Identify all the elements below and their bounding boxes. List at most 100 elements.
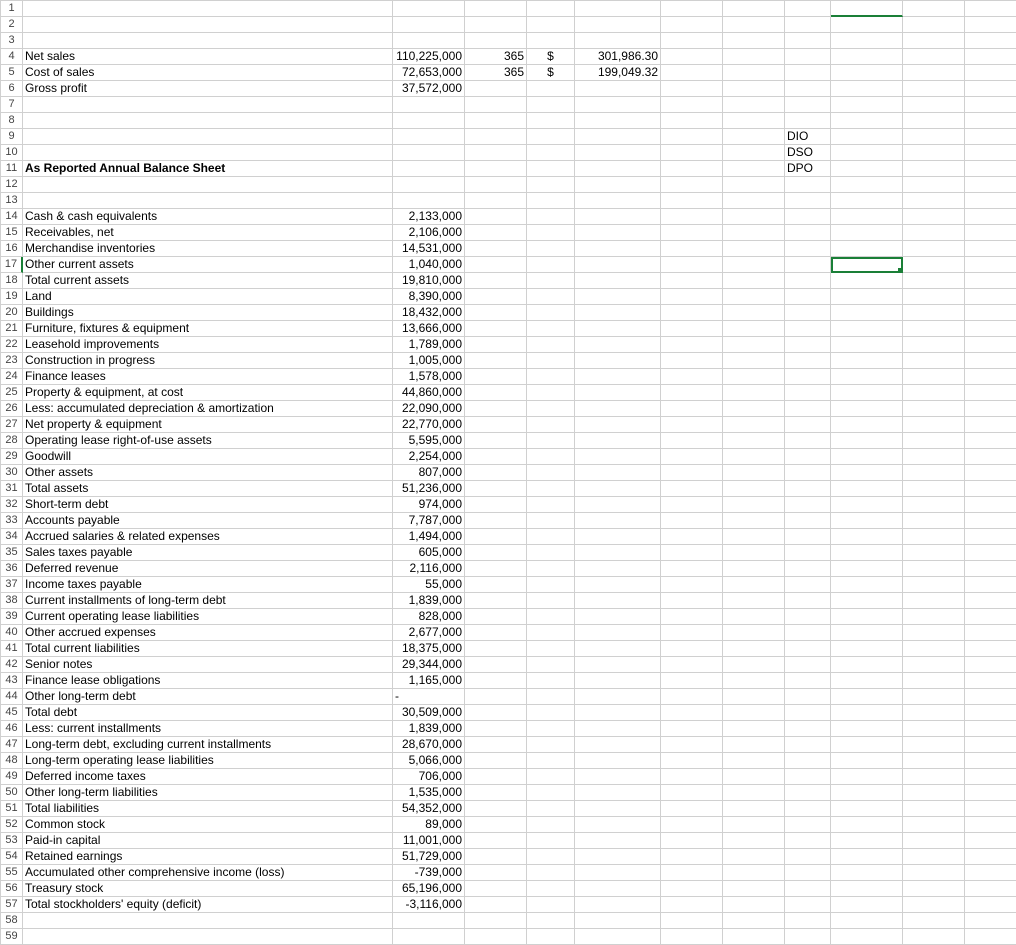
- cell-K59[interactable]: [965, 929, 1016, 945]
- cell-H27[interactable]: [785, 417, 831, 433]
- cell-G15[interactable]: [723, 225, 785, 241]
- cell-G25[interactable]: [723, 385, 785, 401]
- cell-B1[interactable]: [393, 1, 465, 17]
- cell-A4[interactable]: Net sales: [23, 49, 393, 65]
- cell-J10[interactable]: [903, 145, 965, 161]
- cell-H16[interactable]: [785, 241, 831, 257]
- cell-G57[interactable]: [723, 897, 785, 913]
- cell-C49[interactable]: [465, 769, 527, 785]
- cell-C30[interactable]: [465, 465, 527, 481]
- cell-A6[interactable]: Gross profit: [23, 81, 393, 97]
- cell-E23[interactable]: [575, 353, 661, 369]
- cell-E57[interactable]: [575, 897, 661, 913]
- row-header[interactable]: 11: [1, 161, 23, 177]
- cell-B6[interactable]: 37,572,000: [393, 81, 465, 97]
- cell-B23[interactable]: 1,005,000: [393, 353, 465, 369]
- cell-B56[interactable]: 65,196,000: [393, 881, 465, 897]
- cell-C29[interactable]: [465, 449, 527, 465]
- cell-I18[interactable]: [831, 273, 903, 289]
- cell-A16[interactable]: Merchandise inventories: [23, 241, 393, 257]
- cell-B25[interactable]: 44,860,000: [393, 385, 465, 401]
- cell-K27[interactable]: [965, 417, 1016, 433]
- cell-D38[interactable]: [527, 593, 575, 609]
- cell-A3[interactable]: [23, 33, 393, 49]
- cell-J35[interactable]: [903, 545, 965, 561]
- cell-A18[interactable]: Total current assets: [23, 273, 393, 289]
- cell-F28[interactable]: [661, 433, 723, 449]
- cell-I47[interactable]: [831, 737, 903, 753]
- cell-J18[interactable]: [903, 273, 965, 289]
- cell-F41[interactable]: [661, 641, 723, 657]
- cell-D59[interactable]: [527, 929, 575, 945]
- cell-A52[interactable]: Common stock: [23, 817, 393, 833]
- cell-D58[interactable]: [527, 913, 575, 929]
- cell-B4[interactable]: 110,225,000: [393, 49, 465, 65]
- row-header[interactable]: 23: [1, 353, 23, 369]
- cell-F52[interactable]: [661, 817, 723, 833]
- cell-J21[interactable]: [903, 321, 965, 337]
- cell-I21[interactable]: [831, 321, 903, 337]
- cell-H31[interactable]: [785, 481, 831, 497]
- cell-G10[interactable]: [723, 145, 785, 161]
- cell-E10[interactable]: [575, 145, 661, 161]
- cell-G13[interactable]: [723, 193, 785, 209]
- cell-H14[interactable]: [785, 209, 831, 225]
- row-header[interactable]: 51: [1, 801, 23, 817]
- cell-I6[interactable]: [831, 81, 903, 97]
- cell-J29[interactable]: [903, 449, 965, 465]
- cell-A11[interactable]: As Reported Annual Balance Sheet: [23, 161, 393, 177]
- cell-K32[interactable]: [965, 497, 1016, 513]
- cell-F58[interactable]: [661, 913, 723, 929]
- cell-E20[interactable]: [575, 305, 661, 321]
- cell-B7[interactable]: [393, 97, 465, 113]
- cell-B35[interactable]: 605,000: [393, 545, 465, 561]
- cell-D23[interactable]: [527, 353, 575, 369]
- row-header[interactable]: 8: [1, 113, 23, 129]
- row-header[interactable]: 1: [1, 1, 23, 17]
- cell-J47[interactable]: [903, 737, 965, 753]
- cell-F49[interactable]: [661, 769, 723, 785]
- cell-G30[interactable]: [723, 465, 785, 481]
- cell-A8[interactable]: [23, 113, 393, 129]
- cell-J45[interactable]: [903, 705, 965, 721]
- cell-K9[interactable]: [965, 129, 1016, 145]
- row-header[interactable]: 13: [1, 193, 23, 209]
- cell-G39[interactable]: [723, 609, 785, 625]
- cell-J22[interactable]: [903, 337, 965, 353]
- cell-G16[interactable]: [723, 241, 785, 257]
- cell-E11[interactable]: [575, 161, 661, 177]
- cell-J56[interactable]: [903, 881, 965, 897]
- row-header[interactable]: 24: [1, 369, 23, 385]
- cell-I13[interactable]: [831, 193, 903, 209]
- cell-J41[interactable]: [903, 641, 965, 657]
- cell-D52[interactable]: [527, 817, 575, 833]
- row-header[interactable]: 55: [1, 865, 23, 881]
- cell-H18[interactable]: [785, 273, 831, 289]
- cell-H22[interactable]: [785, 337, 831, 353]
- cell-H24[interactable]: [785, 369, 831, 385]
- cell-A45[interactable]: Total debt: [23, 705, 393, 721]
- row-header[interactable]: 35: [1, 545, 23, 561]
- cell-J42[interactable]: [903, 657, 965, 673]
- cell-A55[interactable]: Accumulated other comprehensive income (…: [23, 865, 393, 881]
- cell-E32[interactable]: [575, 497, 661, 513]
- cell-D33[interactable]: [527, 513, 575, 529]
- cell-I1[interactable]: [831, 1, 903, 17]
- cell-J9[interactable]: [903, 129, 965, 145]
- cell-F38[interactable]: [661, 593, 723, 609]
- cell-J25[interactable]: [903, 385, 965, 401]
- cell-A10[interactable]: [23, 145, 393, 161]
- cell-K42[interactable]: [965, 657, 1016, 673]
- cell-H34[interactable]: [785, 529, 831, 545]
- cell-A44[interactable]: Other long-term debt: [23, 689, 393, 705]
- cell-H7[interactable]: [785, 97, 831, 113]
- cell-E21[interactable]: [575, 321, 661, 337]
- cell-G58[interactable]: [723, 913, 785, 929]
- cell-J14[interactable]: [903, 209, 965, 225]
- cell-G43[interactable]: [723, 673, 785, 689]
- cell-A30[interactable]: Other assets: [23, 465, 393, 481]
- cell-J2[interactable]: [903, 17, 965, 33]
- cell-H3[interactable]: [785, 33, 831, 49]
- cell-J19[interactable]: [903, 289, 965, 305]
- cell-A9[interactable]: [23, 129, 393, 145]
